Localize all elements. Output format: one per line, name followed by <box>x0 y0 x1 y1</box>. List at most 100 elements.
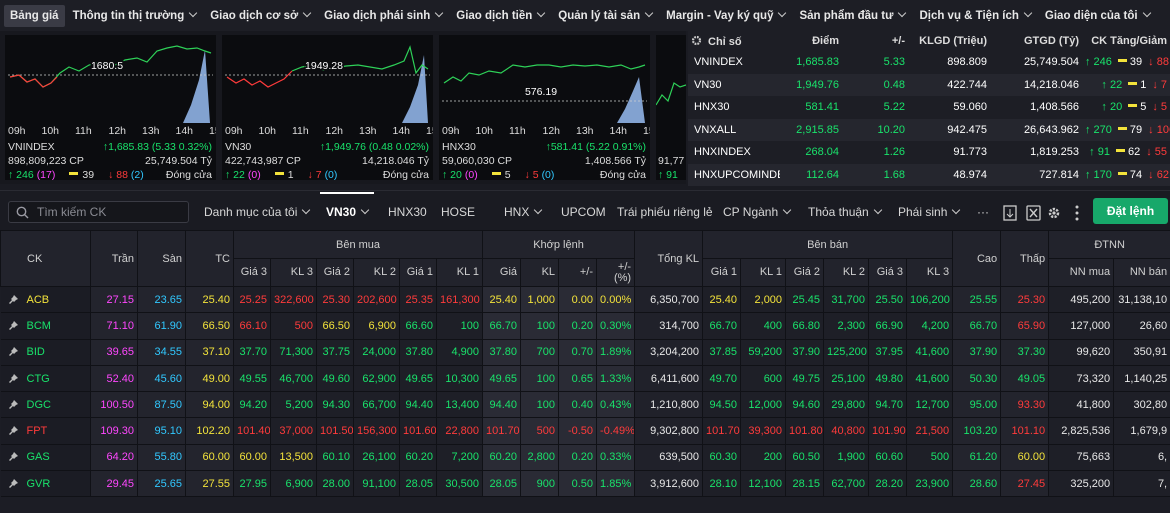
time-label: 09h <box>225 125 243 137</box>
stock-row[interactable]: GAS 64.20 55.80 60.00 60.00 13,500 60.10 26,100… <box>0 444 1170 472</box>
tab[interactable]: HOSE <box>441 201 475 223</box>
tab[interactable]: HNX30 <box>388 201 427 223</box>
nav-item[interactable]: Bảng giá <box>4 4 65 27</box>
tab-label: HNX <box>504 205 530 219</box>
nav-item[interactable]: Sản phẩm đầu tư <box>793 5 911 27</box>
cell-value: 60.00 <box>239 451 267 464</box>
price-cell: 25.25 <box>233 286 271 314</box>
tab[interactable]: Thỏa thuận <box>808 201 882 223</box>
column-header: Tổng KL <box>634 230 704 287</box>
cell-value: 900 <box>536 477 556 490</box>
index-cell: 10.20 <box>842 118 908 141</box>
tab[interactable]: CP Ngành <box>723 201 792 223</box>
index-row[interactable]: VNINDEX 1,685.83 5.33 898.809 25,749.504 ↑ 24… <box>688 51 1170 74</box>
cell-value: 13,400 <box>445 398 480 411</box>
more-tabs[interactable]: ··· <box>977 205 989 219</box>
cell-value: 6,900 <box>285 477 313 490</box>
tab[interactable]: Danh mục của tôi <box>204 201 311 223</box>
settings-icon[interactable] <box>691 35 702 46</box>
mini-charts: 1680.5 09h 10h 11h 12h 13h 14h 15h VNINDEX ↑1,685… <box>0 31 686 184</box>
cell-value: 25.40 <box>202 293 230 306</box>
price-cell: 29,800 <box>823 391 870 419</box>
index-row[interactable]: HNX30 581.41 5.22 59.060 1,408.566 ↑ 20 5 ↓ 5 <box>688 96 1170 119</box>
stock-row[interactable]: DGC 100.50 87.50 94.00 94.20 5,200 94.30 66,700… <box>0 391 1170 419</box>
cell-value: 26,100 <box>362 451 396 464</box>
tab[interactable]: HNX <box>504 201 543 223</box>
stock-row[interactable]: BID 39.65 34.55 37.10 37.70 71,300 37.75 24,000… <box>0 339 1170 366</box>
pin-icon[interactable] <box>8 294 18 304</box>
pin-icon[interactable] <box>8 320 18 330</box>
cell-value: 101.70 <box>706 425 740 438</box>
tool-icons[interactable] <box>1000 203 1090 223</box>
index-row[interactable]: HNXUPCOMINDE 112.64 1.68 48.974 727.814 ↑ 170… <box>688 163 1170 186</box>
cell-value: 161,300 <box>440 293 480 306</box>
pin <box>8 294 18 304</box>
nav-item[interactable]: Margin - Vay ký quỹ <box>660 5 791 27</box>
cell-value: 27.95 <box>239 477 267 490</box>
cell-value: 500 <box>294 319 313 332</box>
turnover: 25,749.504 Tỷ <box>145 155 212 167</box>
nav-item[interactable]: Dịch vụ & Tiện ích <box>913 5 1036 27</box>
tab[interactable]: UPCOM <box>561 201 606 223</box>
cell-value: 50.30 <box>969 372 998 385</box>
stock-row[interactable]: BCM 71.10 61.90 66.50 66.10 500 66.50 6,900 66.6… <box>0 312 1170 340</box>
session-status: Đóng cửa <box>165 169 212 180</box>
group-header: Bên bán <box>702 230 954 259</box>
price-cell: 50.30 <box>952 365 1002 393</box>
nav-item[interactable]: Thông tin thị trường <box>67 5 203 27</box>
price-cell: 25.40 <box>482 286 522 314</box>
cell-value: 49.65 <box>489 372 518 385</box>
index-row[interactable]: VN30 1,949.76 0.48 422.744 14,218.046 ↑ 22 1 ↓ … <box>688 73 1170 96</box>
column-header: Giá 2 <box>785 258 825 287</box>
nav-item[interactable]: Quản lý tài sản <box>552 5 658 27</box>
cell-value: 27.55 <box>202 477 230 490</box>
caret <box>898 8 907 17</box>
pin-icon[interactable] <box>8 373 18 383</box>
cell-value: GAS <box>26 451 50 464</box>
pin <box>8 373 18 383</box>
flat-count: 79 <box>1129 123 1143 136</box>
up-count: ↑ 22 <box>1101 78 1123 91</box>
stock-row[interactable]: CTG 52.40 45.60 49.00 49.55 46,700 49.60 62,900… <box>0 365 1170 393</box>
index-cell: 1.68 <box>842 163 908 186</box>
cell-value: 25.50 <box>875 293 904 306</box>
cell-value: GVR <box>26 477 51 490</box>
pin-icon[interactable] <box>8 452 18 462</box>
price-cell: 60.00 <box>233 444 271 472</box>
pin-icon[interactable] <box>8 426 18 436</box>
tab[interactable]: Trái phiếu riêng lẻ <box>617 201 713 223</box>
nav-item[interactable]: Giao diện của tôi <box>1039 5 1156 27</box>
column-header: CK <box>0 230 91 287</box>
down-count: ↓ 55 <box>1146 146 1167 159</box>
cell-value: 314,700 <box>659 319 700 332</box>
price-cell: 34.55 <box>137 339 186 366</box>
stock-row[interactable]: FPT 109.30 95.10 102.20 101.40 37,000 101.50 15… <box>0 417 1170 445</box>
tab[interactable]: Phái sinh <box>898 201 961 223</box>
index-row[interactable]: HNXINDEX 268.04 1.26 91.773 1,819.253 ↑ 91 62 ↓… <box>688 141 1170 164</box>
cell-value: 100 <box>536 398 556 411</box>
pin-icon[interactable] <box>8 399 18 409</box>
stock-row[interactable]: ACB 27.15 23.65 25.40 25.25 322,600 25.30 202,6… <box>0 286 1170 314</box>
price-cell: 28.60 <box>952 470 1002 498</box>
order-button[interactable]: Đặt lệnh <box>1093 198 1168 224</box>
price-cell: 40,800 <box>823 417 870 445</box>
search-box[interactable]: Tìm kiếm CK <box>8 201 189 223</box>
cell-value: 13,500 <box>279 451 313 464</box>
column-header: Giá 2 <box>316 258 354 287</box>
nav-label: Giao dịch tiền <box>456 9 533 22</box>
nav-item[interactable]: Giao dịch cơ sở <box>204 5 316 27</box>
pin-icon[interactable] <box>8 478 18 488</box>
nav-label: Dịch vụ & Tiện ích <box>919 9 1019 22</box>
tab[interactable]: VN30 <box>320 192 375 223</box>
price-cell: 66.70 <box>482 312 522 340</box>
nav-item[interactable]: Giao dịch tiền <box>450 5 550 27</box>
price-cell: 37.75 <box>316 339 354 366</box>
ceiling-count: (0) <box>247 169 261 180</box>
cell-value: 100.50 <box>100 398 134 411</box>
price-cell: 61.90 <box>137 312 186 340</box>
stock-row[interactable]: GVR 29.45 25.65 27.55 27.95 6,900 28.00 91,100 2… <box>0 470 1170 498</box>
index-row[interactable]: VNXALL 2,915.85 10.20 942.475 26,643.962 ↑ 27… <box>688 118 1170 141</box>
pin-icon[interactable] <box>8 347 18 357</box>
nav-item[interactable]: Giao dịch phái sinh <box>318 5 448 27</box>
caret <box>188 8 198 17</box>
